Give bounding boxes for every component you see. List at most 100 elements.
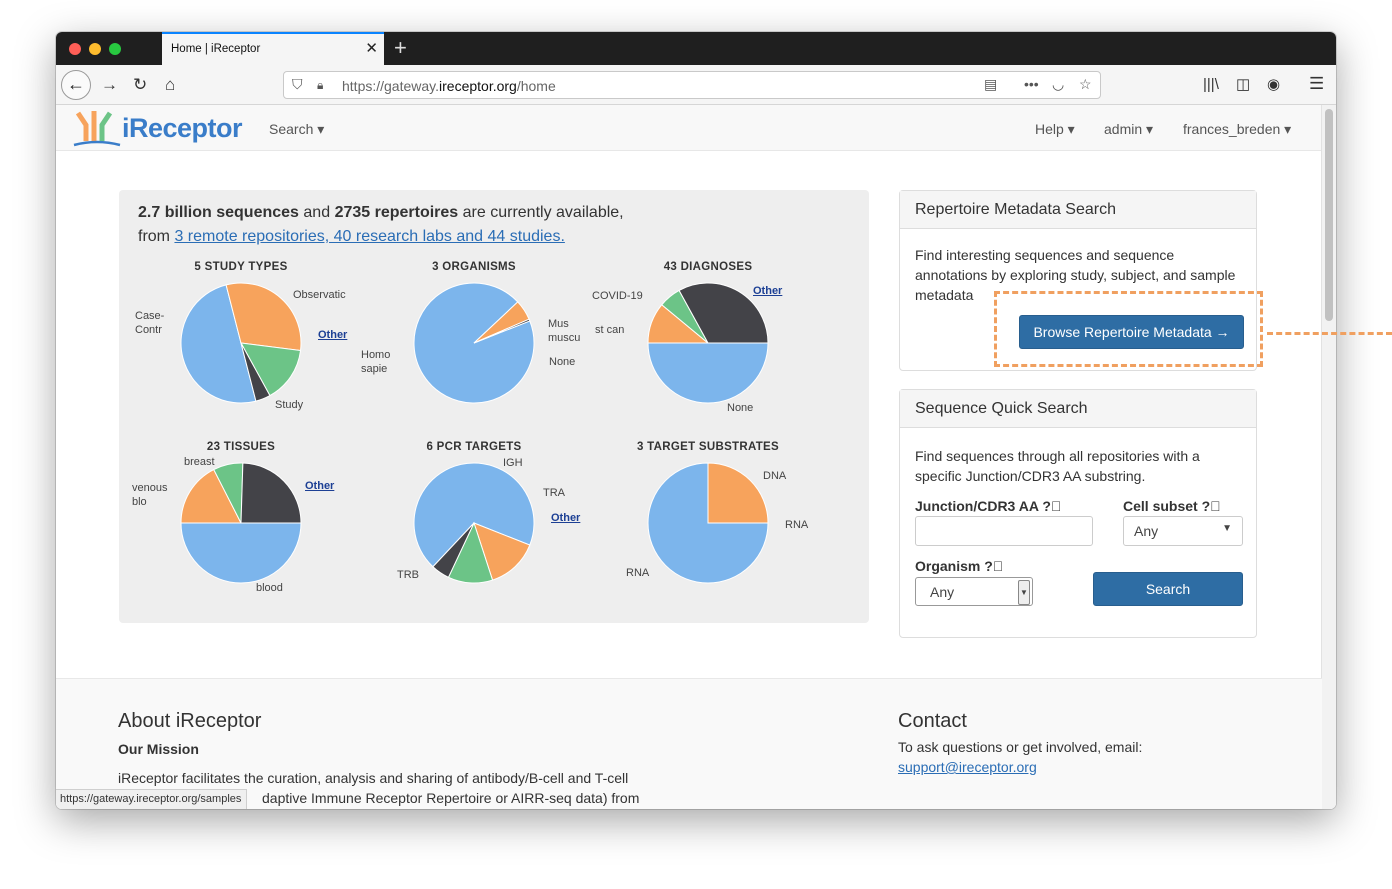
pie-slice-other[interactable] (240, 342, 271, 402)
help-menu[interactable]: Help ▾ (1035, 121, 1075, 137)
pie-slice-blood[interactable] (180, 522, 302, 584)
scrollbar-thumb[interactable] (1325, 109, 1333, 321)
help-circle-icon[interactable]: ?⃝ (984, 558, 1004, 574)
close-window-button[interactable] (69, 43, 81, 55)
pie-title-study-types: 5 STUDY TYPES (194, 261, 288, 273)
pie-label-dna: DNA (763, 470, 787, 482)
url-bar[interactable]: ⛉ 🔒︎ https://gateway.ireceptor.org/home … (283, 71, 1101, 99)
bookmark-star-icon[interactable]: ☆ (1079, 76, 1092, 92)
pie-slice-study[interactable] (180, 284, 257, 404)
target-substrates-pie[interactable] (646, 461, 770, 585)
pie-label-rna-right: RNA (785, 519, 809, 531)
tissues-pie[interactable] (179, 461, 303, 585)
contact-email-link[interactable]: support@ireceptor.org (898, 759, 1037, 775)
maximize-window-button[interactable] (109, 43, 121, 55)
mission-heading: Our Mission (118, 741, 199, 757)
shield-icon[interactable]: ⛉ (292, 76, 303, 92)
help-circle-icon[interactable]: ?⃝ (1042, 498, 1062, 514)
pie-label-venous-a: venous (132, 482, 168, 494)
pie-slice-other[interactable] (240, 462, 302, 524)
back-arrow-icon[interactable]: ← (61, 70, 91, 100)
sources-link[interactable]: 3 remote repositories, 40 research labs … (174, 228, 565, 245)
pie-label-tra: TRA (543, 487, 565, 499)
tab-bar: Home | iReceptor ✕ + (56, 32, 1336, 65)
pie-slice-venous-blo[interactable] (180, 468, 242, 524)
organism-select[interactable]: Any ▼ (915, 577, 1033, 606)
library-icon[interactable]: |||\ (1203, 76, 1219, 93)
pie-slice-trb[interactable] (413, 462, 535, 568)
highlight-dashed-box (994, 291, 1263, 367)
search-menu[interactable]: Search ▾ (269, 121, 325, 137)
pie-slice-none[interactable] (473, 318, 531, 344)
cell-subset-select[interactable]: Any ▼ (1123, 516, 1243, 546)
pie-slice-case-contr[interactable] (225, 282, 302, 352)
pie-label-homo-a: Homo (361, 349, 391, 361)
chevron-down-icon: ▼ (1018, 580, 1030, 605)
study-types-pie[interactable] (179, 281, 303, 405)
pie-label-observational: Observatic (293, 289, 346, 301)
pie-label-other-link[interactable]: Other (318, 329, 348, 341)
site-logo[interactable]: iReceptor (122, 113, 243, 143)
chevron-down-icon: ▼ (1222, 523, 1232, 534)
sidebar-icon[interactable]: ◫ (1236, 76, 1251, 93)
organisms-pie[interactable] (412, 281, 536, 405)
browse-repertoire-metadata-button[interactable]: Browse Repertoire Metadata → (1019, 315, 1244, 349)
close-icon[interactable]: ✕ (365, 40, 378, 57)
pie-slice-other[interactable] (678, 282, 769, 344)
forward-arrow-icon[interactable]: → (101, 75, 118, 94)
minimize-window-button[interactable] (89, 43, 101, 55)
more-actions-icon[interactable]: ••• (1024, 76, 1039, 92)
menu-icon[interactable]: ☰ (1309, 74, 1325, 93)
tab-title: Home | iReceptor (171, 43, 261, 55)
new-tab-icon[interactable]: + (394, 35, 407, 60)
ireceptor-logo-icon[interactable] (72, 109, 122, 147)
pie-slice-observatic[interactable] (240, 342, 302, 397)
pie-title-organisms: 3 ORGANISMS (432, 261, 516, 273)
tab-home[interactable]: Home | iReceptor ✕ (162, 32, 384, 65)
sequence-quick-search-panel: Sequence Quick Search Find sequences thr… (899, 389, 1257, 638)
account-icon[interactable]: ◉ (1267, 76, 1281, 93)
pcr-targets-pie[interactable] (412, 461, 536, 585)
stats-panel: 2.7 billion sequences and 2735 repertoir… (119, 190, 869, 623)
pie-label-covid: COVID-19 (592, 290, 643, 302)
about-text-2: daptive Immune Receptor Repertoire or AI… (262, 790, 640, 806)
site-footer: About iReceptor Our Mission iReceptor fa… (56, 678, 1322, 809)
lock-icon[interactable]: 🔒︎ (317, 78, 324, 92)
pocket-icon[interactable]: ◡ (1052, 76, 1065, 92)
pie-label-case-a: Case- (135, 310, 165, 322)
pie-slice-other[interactable] (432, 522, 475, 578)
junction-input[interactable] (915, 516, 1093, 546)
pie-slice-rna[interactable] (647, 462, 769, 584)
pie-title-pcr-targets: 6 PCR TARGETS (426, 441, 522, 453)
pie-label-study: Study (275, 399, 304, 411)
pie-label-none: None (549, 356, 576, 368)
pie-label-pcr-other-link[interactable]: Other (551, 512, 581, 524)
about-text-1: iReceptor facilitates the curation, anal… (118, 770, 629, 786)
pie-slice-none[interactable] (647, 342, 769, 404)
pie-label-diagnoses-other-link[interactable]: Other (753, 285, 783, 297)
status-bar-url: https://gateway.ireceptor.org/samples (56, 789, 248, 809)
page-scrollbar[interactable] (1321, 105, 1336, 809)
pie-label-blood: blood (256, 582, 283, 594)
pie-label-tissues-other-link[interactable]: Other (305, 480, 335, 492)
search-button[interactable]: Search (1093, 572, 1243, 606)
repertoire-metadata-panel: Repertoire Metadata Search Find interest… (899, 190, 1263, 371)
url-text: https://gateway.ireceptor.org/home (342, 78, 556, 94)
site-navbar: iReceptor Search ▾ Help ▾ admin ▾ france… (56, 105, 1322, 151)
home-icon[interactable]: ⌂ (165, 75, 176, 94)
help-circle-icon[interactable]: ?⃝ (1201, 498, 1221, 514)
reader-view-icon[interactable]: ▤ (984, 76, 998, 92)
pie-label-breast: breast (184, 456, 215, 468)
repertoire-text-2: annotations by exploring study, subject,… (915, 267, 1236, 283)
diagnoses-pie[interactable] (646, 281, 770, 405)
pie-label-diagnoses-none: None (727, 402, 754, 414)
admin-menu[interactable]: admin ▾ (1104, 121, 1154, 137)
reload-icon[interactable]: ↻ (133, 75, 148, 94)
pie-label-venous-b: blo (132, 496, 147, 508)
pie-label-rna-left: RNA (626, 567, 650, 579)
pie-title-tissues: 23 TISSUES (206, 441, 276, 453)
pie-slice-dna[interactable] (707, 462, 769, 524)
pie-label-trb: TRB (397, 569, 419, 581)
user-menu[interactable]: frances_breden ▾ (1183, 121, 1292, 137)
repertoire-text-1: Find interesting sequences and sequence (915, 247, 1175, 263)
